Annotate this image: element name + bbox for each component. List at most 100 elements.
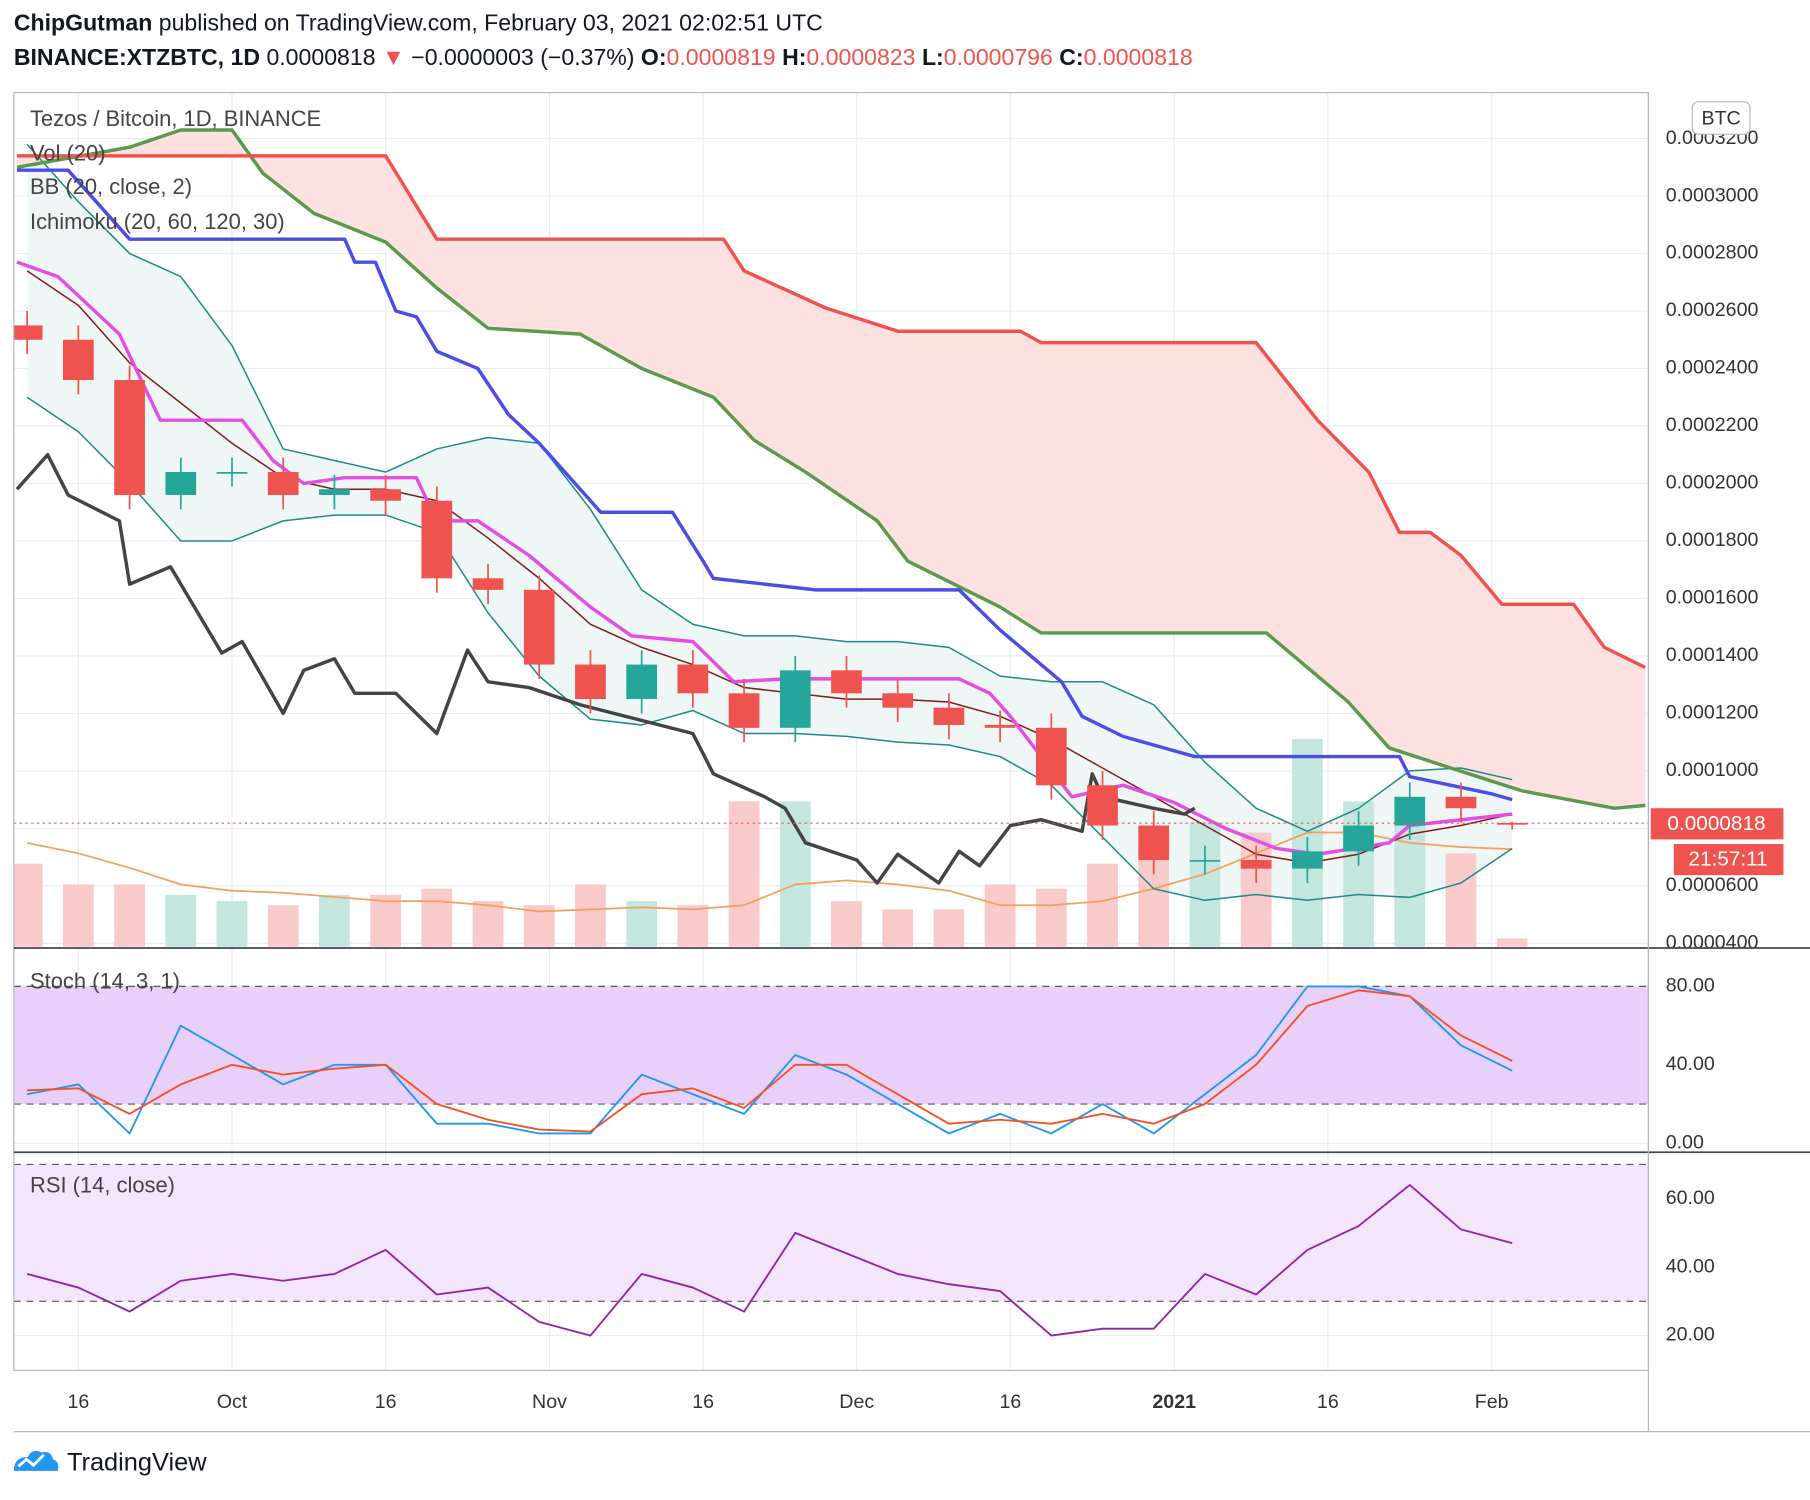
chart-title: Tezos / Bitcoin, 1D, BINANCE	[30, 106, 321, 131]
volume-bar	[677, 905, 709, 947]
y-tick-label: 0.0001400	[1666, 644, 1759, 666]
candle-body	[13, 325, 43, 340]
volume-bar	[984, 884, 1016, 947]
volume-bar	[421, 888, 453, 947]
candle-body	[831, 670, 862, 694]
candle-body	[267, 471, 299, 495]
pane	[13, 1163, 1649, 1337]
ohlc-value: 0.0000796	[944, 44, 1053, 70]
oscillator-line	[26, 1184, 1513, 1337]
candle-body	[882, 693, 914, 708]
indicator-label: BB (20, close, 2)	[30, 174, 192, 199]
logo-icon	[17, 1453, 45, 1468]
volume-bar	[1087, 863, 1118, 947]
candle-body	[677, 664, 709, 694]
candle-body	[984, 724, 1016, 728]
y-tick-label: 0.00	[1666, 1131, 1704, 1153]
countdown-box	[1673, 844, 1784, 876]
countdown: 21:57:11	[1688, 848, 1767, 871]
candle-body	[1445, 796, 1477, 809]
volume-bar	[165, 894, 197, 947]
volume-bar	[1189, 822, 1221, 947]
candle-body	[319, 489, 350, 495]
oscillator-line	[26, 985, 1513, 1135]
indicator-line	[16, 154, 1647, 670]
pane	[13, 985, 1649, 1144]
y-tick-label: 40.00	[1666, 1053, 1715, 1075]
x-tick-label: 2021	[1152, 1391, 1196, 1413]
candle-body	[1035, 727, 1067, 786]
published: published on TradingView.com, February 0…	[159, 10, 823, 36]
volume-bar	[370, 894, 401, 947]
indicator-line	[16, 128, 1646, 811]
y-tick-label: 0.0000600	[1666, 874, 1759, 896]
volume-bar	[831, 901, 862, 947]
candle-body	[1291, 851, 1323, 869]
candle-body	[728, 693, 760, 728]
candle-body	[1496, 822, 1528, 825]
indicator-line	[26, 270, 1513, 864]
candle-body	[1087, 785, 1118, 826]
indicator-line	[16, 168, 1513, 802]
volume-bar	[728, 801, 760, 947]
y-tick-label: 0.0002200	[1666, 414, 1759, 436]
ohlc-value: 0.0000818	[1084, 44, 1193, 70]
indicator-line	[26, 396, 1513, 902]
logo[interactable]: TradingView	[13, 1449, 207, 1477]
volume-bar	[575, 884, 606, 947]
header-line: ChipGutman published on TradingView.com,…	[14, 10, 823, 36]
candle-body	[933, 707, 965, 725]
brand: TradingView	[67, 1449, 207, 1477]
x-tick-label: 16	[999, 1391, 1021, 1413]
volume-bar	[472, 901, 504, 947]
candle-body	[626, 664, 658, 700]
y-tick-label: 40.00	[1666, 1255, 1715, 1277]
volume-bar	[114, 884, 145, 947]
x-tick-label: 16	[692, 1391, 714, 1413]
cloud-fill	[16, 130, 1646, 809]
candle-body	[216, 471, 248, 474]
last-price-label: 0.0000818	[1667, 812, 1765, 835]
x-tick-label: Feb	[1475, 1391, 1509, 1413]
candle-body	[63, 339, 94, 381]
volume-bar	[1496, 938, 1528, 947]
candle-body	[523, 589, 555, 665]
x-tick-label: 16	[1317, 1391, 1339, 1413]
change: −0.0000003 (−0.37%)	[411, 44, 634, 70]
ohlc-key: C:	[1059, 44, 1083, 70]
indicator-label: Ichimoku (20, 60, 120, 30)	[30, 209, 285, 234]
indicator-label: Vol (20)	[30, 141, 106, 166]
indicator-line	[15, 452, 1196, 885]
indicator-label: Stoch (14, 3, 1)	[30, 968, 180, 993]
candle-body	[1394, 796, 1426, 826]
ohlc-value: 0.0000823	[806, 44, 915, 70]
candle-body	[1138, 825, 1170, 861]
bb-fill	[27, 144, 1513, 901]
oscillator-line	[27, 989, 1513, 1133]
currency-box[interactable]	[1691, 101, 1751, 135]
volume-bar	[216, 901, 248, 947]
pane	[13, 128, 1649, 947]
indicator-label: RSI (14, close)	[30, 1173, 175, 1198]
y-tick-label: 20.00	[1666, 1324, 1715, 1346]
symbol-line: BINANCE:XTZBTC, 1D 0.0000818 ▼ −0.000000…	[14, 44, 1193, 70]
ohlc-value: 0.0000819	[667, 44, 776, 70]
y-tick-label: 0.0003000	[1666, 184, 1759, 206]
volume-bar	[267, 905, 299, 947]
x-tick-label: 16	[375, 1391, 397, 1413]
candle-body	[575, 664, 606, 700]
x-tick-label: Nov	[532, 1391, 567, 1413]
volume-bar	[13, 863, 43, 947]
volume-bar	[63, 884, 94, 947]
author[interactable]: ChipGutman	[14, 10, 152, 36]
ohlc-key: L:	[922, 44, 944, 70]
y-tick-label: 0.0001600	[1666, 587, 1759, 609]
y-tick-label: 0.0001800	[1666, 529, 1759, 551]
band-fill	[13, 986, 1649, 1105]
volume-bar	[882, 909, 914, 947]
candle-body	[779, 670, 811, 728]
volume-bar	[626, 901, 658, 947]
y-tick-label: 0.0002000	[1666, 472, 1759, 494]
last-price-box	[1650, 808, 1784, 840]
currency: BTC	[1701, 107, 1740, 129]
